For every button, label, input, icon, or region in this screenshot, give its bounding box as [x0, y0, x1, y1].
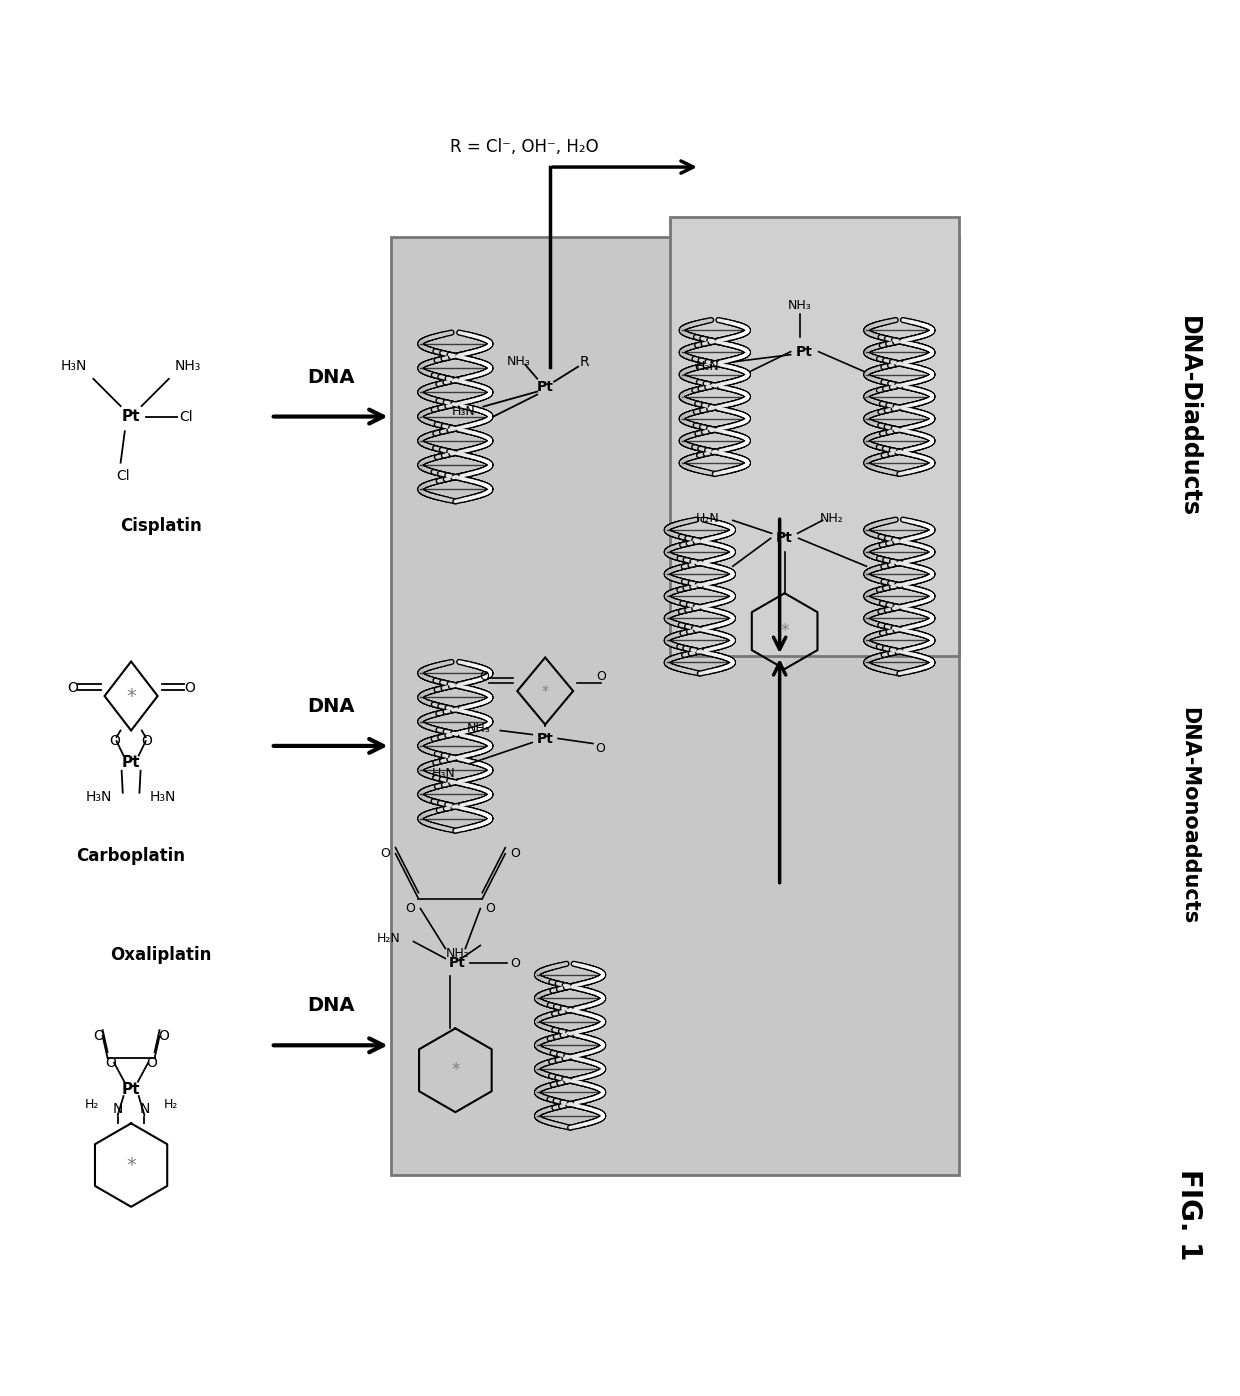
Text: H₃N: H₃N [61, 359, 87, 373]
Text: DNA-Diadducts: DNA-Diadducts [1177, 315, 1200, 517]
Text: R: R [580, 355, 590, 369]
Text: Pt: Pt [122, 409, 140, 424]
Text: Pt: Pt [122, 755, 140, 769]
Text: NH₂: NH₂ [820, 512, 843, 525]
Text: Cl: Cl [115, 469, 129, 483]
Text: O: O [141, 734, 153, 748]
Text: H₃N: H₃N [86, 790, 112, 804]
Text: *: * [126, 687, 136, 705]
Text: FIG. 1: FIG. 1 [1174, 1170, 1203, 1261]
Text: O: O [109, 734, 120, 748]
Text: NH₃: NH₃ [787, 299, 811, 311]
Text: NH₃: NH₃ [466, 722, 490, 736]
Text: O: O [595, 743, 605, 755]
Text: *: * [542, 684, 548, 698]
Text: H₂: H₂ [84, 1097, 99, 1111]
Text: O: O [596, 670, 606, 683]
Text: H₃N: H₃N [432, 766, 455, 780]
Text: R = Cl⁻, OH⁻, H₂O: R = Cl⁻, OH⁻, H₂O [450, 138, 599, 156]
Text: *: * [126, 1156, 136, 1174]
Text: Pt: Pt [449, 956, 466, 970]
Text: DNA: DNA [306, 367, 355, 387]
Text: O: O [105, 1055, 115, 1069]
Text: DNA-Monoadducts: DNA-Monoadducts [1179, 708, 1199, 924]
Text: Pt: Pt [796, 345, 813, 359]
Text: H₃N: H₃N [451, 405, 475, 417]
Text: O: O [479, 670, 489, 683]
FancyBboxPatch shape [670, 216, 960, 656]
Text: H₂N: H₂N [696, 512, 719, 525]
Text: O: O [405, 902, 415, 916]
Text: Carboplatin: Carboplatin [77, 847, 186, 864]
Text: Pt: Pt [537, 380, 553, 394]
Text: N: N [139, 1101, 150, 1115]
Text: Pt: Pt [122, 1082, 140, 1097]
Text: N: N [113, 1101, 123, 1115]
Text: O: O [157, 1029, 169, 1043]
Text: O: O [146, 1055, 157, 1069]
Text: O: O [67, 681, 78, 695]
FancyBboxPatch shape [391, 237, 960, 1175]
Text: O: O [381, 847, 391, 860]
Text: Cl: Cl [180, 409, 193, 423]
Text: Cisplatin: Cisplatin [120, 518, 202, 535]
Text: NH₂: NH₂ [445, 946, 469, 960]
Text: *: * [451, 1061, 460, 1079]
Text: O: O [184, 681, 195, 695]
Text: O: O [510, 958, 520, 970]
Text: O: O [93, 1029, 104, 1043]
Text: O: O [511, 847, 520, 860]
Text: Pt: Pt [776, 532, 794, 546]
Text: DNA: DNA [306, 997, 355, 1015]
Text: NH₃: NH₃ [506, 355, 531, 369]
Text: H₃N: H₃N [696, 360, 719, 373]
Text: Pt: Pt [537, 732, 553, 745]
Text: H₂N: H₂N [377, 933, 401, 945]
Text: H₃N: H₃N [150, 790, 176, 804]
Text: NH₃: NH₃ [175, 359, 201, 373]
Text: O: O [485, 902, 495, 916]
Text: H₂: H₂ [164, 1097, 177, 1111]
Text: Oxaliplatin: Oxaliplatin [110, 946, 212, 965]
Text: *: * [780, 623, 789, 641]
Text: DNA: DNA [306, 697, 355, 716]
